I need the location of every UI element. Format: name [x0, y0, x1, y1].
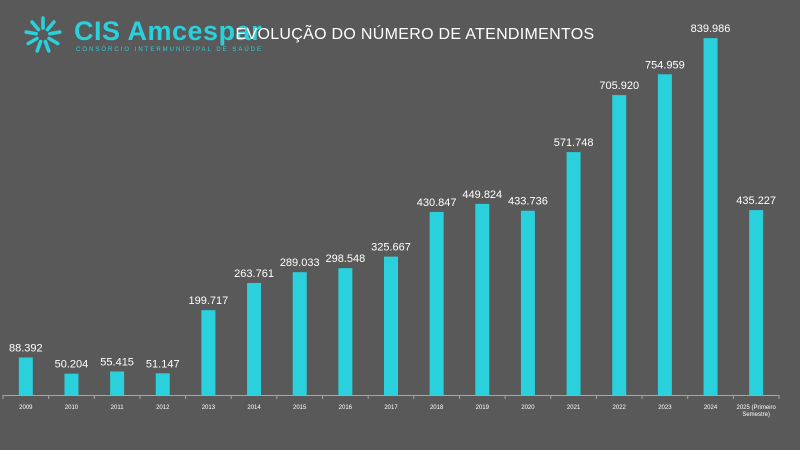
bar [749, 210, 764, 395]
bar [110, 371, 125, 395]
bar [703, 38, 718, 395]
bar [247, 282, 262, 395]
bar [384, 256, 398, 395]
data-label: 449.824 [462, 189, 502, 201]
data-label: 571.748 [554, 137, 594, 149]
data-label: 754.959 [645, 59, 685, 71]
data-label: 263.761 [234, 268, 274, 280]
x-tick-label: 2023 [658, 405, 672, 411]
sunburst-ray [43, 39, 51, 53]
bar [657, 74, 672, 396]
bar [475, 203, 490, 395]
x-tick-label: 2016 [339, 405, 353, 411]
x-tick-label: 2018 [430, 405, 444, 411]
bar [520, 210, 535, 395]
sunburst-ray [30, 20, 41, 32]
data-label: 325.667 [371, 242, 411, 254]
x-tick-label: 2025 (Primeiro Semestre) [736, 405, 776, 418]
bar [201, 310, 216, 395]
logo: CIS Amcespar CONSÓRCIO INTERMUNICIPAL DE… [22, 14, 262, 58]
data-label: 435.227 [736, 195, 776, 207]
logo-tagline: CONSÓRCIO INTERMUNICIPAL DE SAÚDE [76, 47, 264, 53]
sunburst-icon [24, 16, 62, 53]
data-label: 433.736 [508, 196, 548, 208]
data-label: 298.548 [325, 253, 365, 265]
bar [155, 373, 170, 395]
sunburst-ray [24, 30, 38, 36]
data-label: 51.147 [146, 358, 180, 370]
logo-name: CIS Amcespar [74, 16, 263, 46]
x-tick-label: 2011 [111, 405, 125, 411]
bar [566, 152, 581, 395]
x-tick-label: 2014 [247, 405, 261, 411]
x-tick-label: 2015 [293, 405, 307, 411]
sunburst-ray [45, 20, 56, 32]
data-label: 289.033 [280, 257, 320, 269]
bar [338, 268, 353, 395]
bar [612, 95, 627, 395]
sunburst-ray [48, 30, 62, 36]
x-tick-label: 2024 [704, 405, 718, 411]
x-tick-label: 2020 [521, 405, 535, 411]
bar [292, 272, 307, 395]
x-tick-label: 2021 [567, 405, 581, 411]
x-tick-label: 2022 [613, 405, 627, 411]
x-tick-label: 2013 [202, 405, 216, 411]
bar [18, 357, 33, 395]
data-label: 199.717 [189, 295, 229, 307]
data-label: 430.847 [417, 197, 457, 209]
bar [429, 211, 444, 395]
data-label: 55.415 [100, 356, 134, 368]
bar [64, 373, 79, 395]
sunburst-ray [47, 36, 60, 46]
data-label: 705.920 [599, 80, 639, 92]
x-tick-label: 2012 [156, 405, 170, 411]
data-label: 839.986 [691, 23, 731, 35]
sunburst-ray [35, 39, 43, 53]
chart-title: EVOLUÇÃO DO NÚMERO DE ATENDIMENTOS [235, 26, 595, 43]
x-tick-label: 2009 [19, 405, 33, 411]
x-tick-label: 2019 [476, 405, 490, 411]
x-tick-label: 2010 [65, 405, 79, 411]
sunburst-ray [26, 36, 39, 46]
data-label: 88.392 [9, 342, 43, 354]
x-tick-label: 2017 [384, 405, 398, 411]
data-label: 50.204 [55, 359, 89, 371]
